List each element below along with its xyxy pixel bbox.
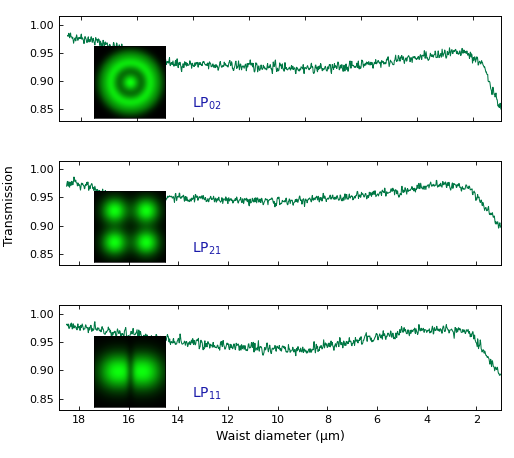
Text: LP$_{11}$: LP$_{11}$ (192, 385, 222, 402)
Text: LP$_{21}$: LP$_{21}$ (192, 240, 222, 257)
X-axis label: Waist diameter (μm): Waist diameter (μm) (216, 431, 344, 443)
Text: LP$_{02}$: LP$_{02}$ (192, 96, 222, 112)
Text: Transmission: Transmission (3, 166, 16, 246)
